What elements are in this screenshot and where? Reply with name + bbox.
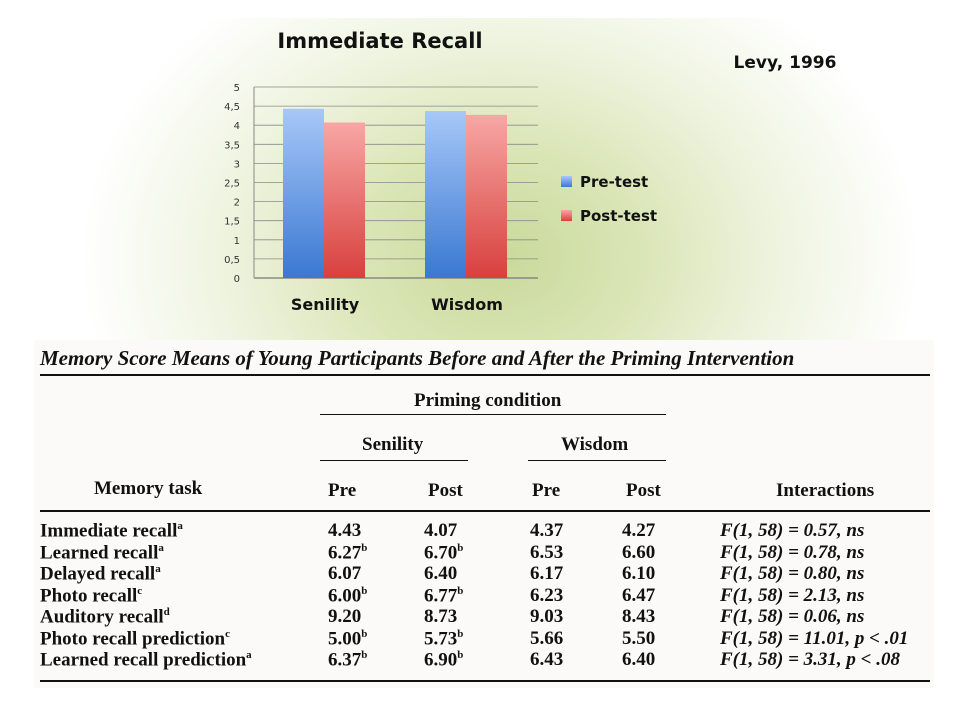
y-tick-label: 3 <box>234 159 240 170</box>
x-category-label: Senility <box>291 295 360 314</box>
score-cell: 6.60 <box>622 541 656 563</box>
score-cell: 9.20 <box>328 606 362 627</box>
col-header-senility-post: Post <box>428 480 463 501</box>
y-tick-label: 0 <box>234 274 240 285</box>
score-cell: 8.73 <box>424 606 458 627</box>
score-cell: 6.07 <box>328 563 362 584</box>
bar-pre-test-wisdom <box>425 111 466 278</box>
score-cell: 6.53 <box>530 541 564 563</box>
score-cell: 6.47 <box>622 584 656 606</box>
score-cell: 5.00b <box>328 627 368 649</box>
x-axis-categories: Senility Wisdom <box>291 295 503 314</box>
legend-swatch <box>561 210 572 221</box>
bar-pre-test-senility <box>283 108 324 278</box>
memory-task-label: Photo recall predictionc <box>40 627 230 649</box>
interaction-stat: F(1, 58) = 0.57, ns <box>720 520 865 541</box>
memory-task-label: Immediate recalla <box>40 520 183 542</box>
header-bottom-rule <box>40 510 930 512</box>
legend-swatch <box>561 176 572 187</box>
score-cell: 4.43 <box>328 520 362 541</box>
interaction-stat: F(1, 58) = 0.80, ns <box>720 563 865 584</box>
score-cell: 6.77b <box>424 584 464 606</box>
score-cell: 4.07 <box>424 520 458 541</box>
memory-task-label: Learned recalla <box>40 541 164 563</box>
score-cell: 6.23 <box>530 584 564 606</box>
score-cell: 5.73b <box>424 627 464 649</box>
score-cell: 6.90b <box>424 649 464 671</box>
y-tick-label: 1,5 <box>224 217 240 228</box>
legend-label: Pre-test <box>580 173 648 191</box>
results-table: Memory Score Means of Young Participants… <box>34 340 934 688</box>
score-cell: 6.37b <box>328 649 368 671</box>
y-tick-label: 4 <box>234 121 240 132</box>
y-tick-label: 4,5 <box>224 102 240 113</box>
score-cell: 9.03 <box>530 606 564 627</box>
interaction-stat: F(1, 58) = 3.31, p < .08 <box>720 649 900 670</box>
spanner-priming-condition: Priming condition <box>414 390 562 411</box>
group-wisdom: Wisdom <box>561 434 629 455</box>
senility-rule <box>320 460 468 461</box>
score-cell: 4.27 <box>622 520 656 541</box>
col-header-wisdom-pre: Pre <box>532 480 561 501</box>
score-cell: 6.70b <box>424 541 464 563</box>
score-cell: 6.40 <box>622 649 656 670</box>
bars <box>283 108 507 278</box>
score-cell: 6.00b <box>328 584 368 606</box>
score-cell: 6.17 <box>530 563 564 584</box>
wisdom-rule <box>528 460 666 461</box>
col-header-memory-task: Memory task <box>94 478 203 499</box>
bar-post-test-senility <box>324 122 365 278</box>
interaction-stat: F(1, 58) = 11.01, p < .01 <box>720 627 909 649</box>
chart-title: Immediate Recall <box>277 29 482 53</box>
table-top-rule <box>40 374 930 376</box>
score-cell: 6.10 <box>622 563 656 584</box>
score-cell: 6.40 <box>424 563 458 584</box>
legend: Pre-test Post-test <box>561 173 657 225</box>
y-tick-label: 2 <box>234 198 240 209</box>
score-cell: 4.37 <box>530 520 564 541</box>
memory-task-label: Learned recall predictiona <box>40 649 252 671</box>
interaction-stat: F(1, 58) = 0.78, ns <box>720 541 865 563</box>
memory-task-label: Photo recallc <box>40 584 143 606</box>
memory-task-label: Delayed recalla <box>40 563 161 585</box>
col-header-interactions: Interactions <box>776 480 875 501</box>
col-header-senility-pre: Pre <box>328 480 357 501</box>
y-tick-label: 1 <box>234 236 240 247</box>
interaction-stat: F(1, 58) = 2.13, ns <box>720 584 865 606</box>
memory-task-label: Auditory recalld <box>40 606 170 628</box>
interaction-stat: F(1, 58) = 0.06, ns <box>720 606 865 627</box>
score-cell: 6.27b <box>328 541 368 563</box>
group-senility: Senility <box>362 434 424 455</box>
y-axis-ticks: 0 0,5 1 1,5 2 2,5 3 3,5 4 4,5 5 <box>224 83 240 285</box>
x-category-label: Wisdom <box>431 295 503 314</box>
y-tick-label: 3,5 <box>224 140 240 151</box>
y-tick-label: 5 <box>234 83 240 94</box>
score-cell: 5.50 <box>622 627 656 649</box>
spanner-rule <box>320 414 666 415</box>
y-tick-label: 2,5 <box>224 179 240 190</box>
score-cell: 6.43 <box>530 649 564 670</box>
table-title: Memory Score Means of Young Participants… <box>40 346 795 370</box>
bar-chart: 0 0,5 1 1,5 2 2,5 3 3,5 4 4,5 5 Senility Wisdom Imm… <box>224 29 837 314</box>
col-header-wisdom-post: Post <box>626 480 661 501</box>
table-bottom-rule <box>40 680 930 682</box>
author-citation: Levy, 1996 <box>734 53 837 73</box>
bar-post-test-wisdom <box>466 114 507 278</box>
legend-label: Post-test <box>580 207 657 225</box>
score-cell: 5.66 <box>530 627 564 649</box>
y-tick-label: 0,5 <box>224 255 240 266</box>
score-cell: 8.43 <box>622 606 656 627</box>
